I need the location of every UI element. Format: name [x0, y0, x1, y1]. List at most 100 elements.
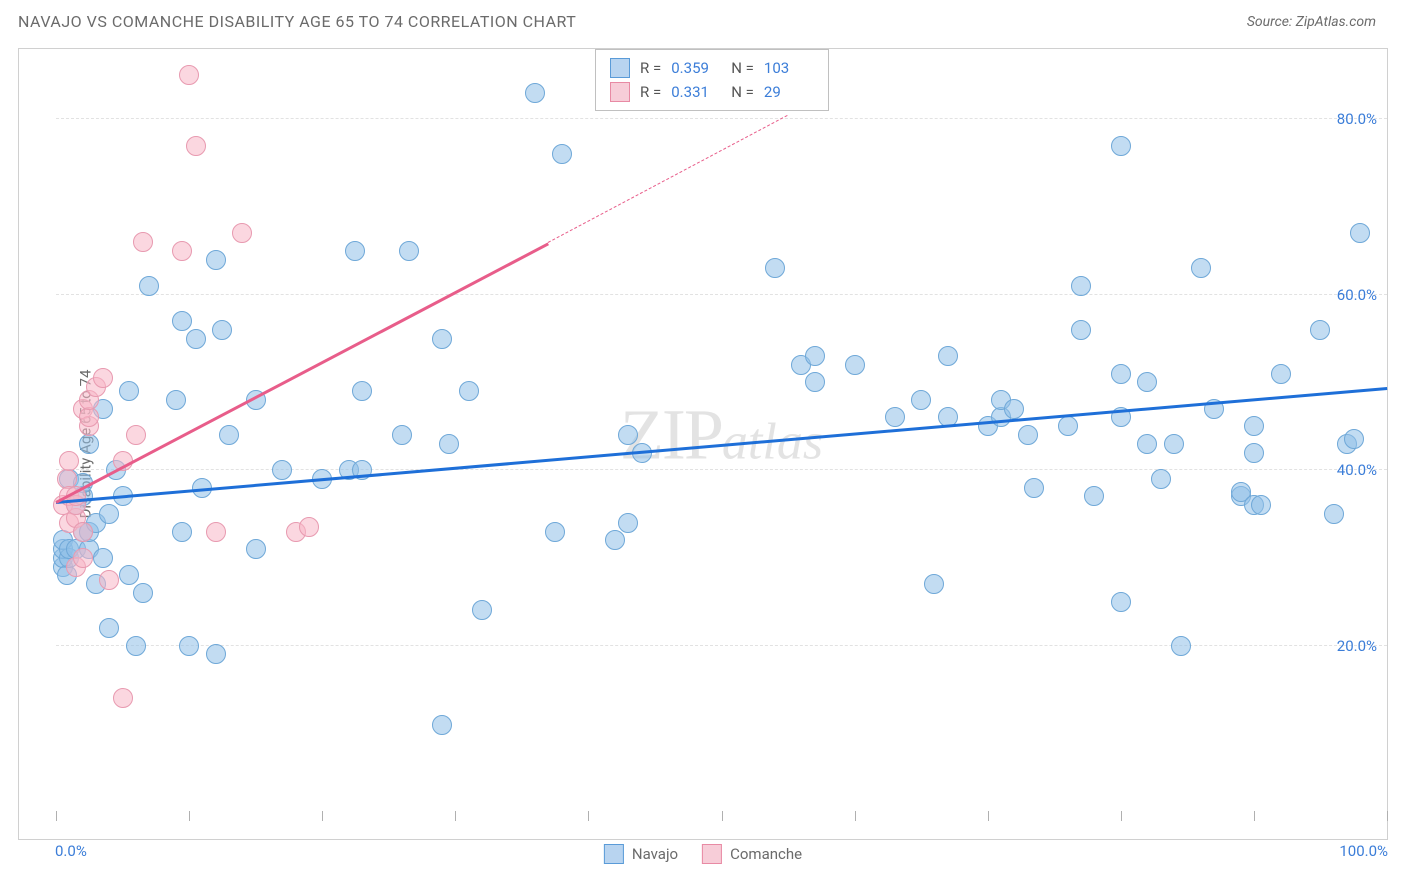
scatter-point: [126, 636, 146, 656]
x-axis-max-label: 100.0%: [1339, 842, 1388, 860]
x-tick: [988, 811, 989, 821]
stats-r-label: R =: [640, 59, 661, 77]
trendline: [55, 242, 549, 503]
scatter-point: [938, 346, 958, 366]
scatter-point: [126, 425, 146, 445]
gridline: [56, 294, 1387, 295]
scatter-point: [79, 434, 99, 454]
scatter-point: [179, 65, 199, 85]
scatter-point: [472, 600, 492, 620]
scatter-point: [139, 276, 159, 296]
scatter-point: [459, 381, 479, 401]
scatter-point: [525, 83, 545, 103]
scatter-point: [186, 136, 206, 156]
scatter-point: [133, 232, 153, 252]
watermark: ZIPatlas: [620, 394, 823, 477]
x-tick: [56, 811, 57, 821]
scatter-point: [1137, 434, 1157, 454]
scatter-point: [119, 381, 139, 401]
scatter-point: [1310, 320, 1330, 340]
x-axis-min-label: 0.0%: [55, 842, 87, 860]
scatter-point: [345, 241, 365, 261]
scatter-point: [119, 565, 139, 585]
scatter-point: [73, 548, 93, 568]
legend-item: Navajo: [604, 844, 678, 864]
stats-n-value: 29: [764, 83, 814, 101]
scatter-point: [1084, 486, 1104, 506]
source-label: Source: ZipAtlas.com: [1247, 14, 1376, 30]
stats-row: R =0.359N =103: [610, 56, 814, 80]
x-tick: [1254, 811, 1255, 821]
scatter-point: [93, 548, 113, 568]
scatter-point: [805, 372, 825, 392]
scatter-point: [232, 223, 252, 243]
y-tick-label: 20.0%: [1337, 637, 1377, 655]
y-tick-label: 60.0%: [1337, 286, 1377, 304]
scatter-point: [166, 390, 186, 410]
scatter-point: [172, 311, 192, 331]
y-tick-label: 40.0%: [1337, 461, 1377, 479]
legend-swatch: [610, 82, 630, 102]
scatter-point: [1344, 429, 1364, 449]
scatter-point: [93, 368, 113, 388]
stats-box: R =0.359N =103R =0.331N =29: [595, 49, 829, 111]
x-tick: [588, 811, 589, 821]
scatter-point: [618, 513, 638, 533]
scatter-point: [1324, 504, 1344, 524]
stats-n-label: N =: [731, 83, 754, 101]
scatter-point: [885, 407, 905, 427]
scatter-point: [1171, 636, 1191, 656]
stats-r-value: 0.331: [671, 83, 721, 101]
trendline-dashed: [548, 115, 788, 243]
scatter-point: [1111, 136, 1131, 156]
legend-bottom: Navajo Comanche: [604, 844, 802, 864]
scatter-point: [1111, 592, 1131, 612]
legend-label: Comanche: [730, 845, 802, 863]
scatter-point: [99, 618, 119, 638]
scatter-point: [1024, 478, 1044, 498]
scatter-point: [1244, 416, 1264, 436]
gridline: [56, 118, 1387, 119]
legend-item: Comanche: [702, 844, 802, 864]
scatter-point: [179, 636, 199, 656]
scatter-point: [1137, 372, 1157, 392]
scatter-point: [392, 425, 412, 445]
scatter-point: [1164, 434, 1184, 454]
legend-label: Navajo: [632, 845, 678, 863]
stats-r-label: R =: [640, 83, 661, 101]
x-tick: [189, 811, 190, 821]
scatter-point: [172, 241, 192, 261]
scatter-point: [73, 522, 93, 542]
scatter-point: [924, 574, 944, 594]
scatter-point: [432, 329, 452, 349]
scatter-point: [911, 390, 931, 410]
scatter-point: [439, 434, 459, 454]
scatter-point: [1350, 223, 1370, 243]
scatter-point: [545, 522, 565, 542]
scatter-point: [59, 451, 79, 471]
scatter-point: [172, 522, 192, 542]
scatter-point: [1058, 416, 1078, 436]
scatter-point: [272, 460, 292, 480]
scatter-point: [212, 320, 232, 340]
scatter-point: [299, 517, 319, 537]
scatter-point: [1271, 364, 1291, 384]
scatter-point: [765, 258, 785, 278]
scatter-point: [99, 570, 119, 590]
scatter-point: [186, 329, 206, 349]
scatter-point: [805, 346, 825, 366]
scatter-point: [206, 522, 226, 542]
scatter-point: [352, 381, 372, 401]
scatter-point: [552, 144, 572, 164]
scatter-point: [1251, 495, 1271, 515]
scatter-point: [133, 583, 153, 603]
stats-n-value: 103: [764, 59, 814, 77]
stats-row: R = 0.331 N = 29: [610, 80, 814, 104]
scatter-point: [206, 250, 226, 270]
legend-swatch: [604, 844, 624, 864]
plot-area: ZIPatlas 20.0%40.0%60.0%80.0%R =0.359N =…: [56, 49, 1387, 821]
chart-container: Disability Age 65 to 74 ZIPatlas 20.0%40…: [18, 48, 1388, 840]
scatter-point: [618, 425, 638, 445]
scatter-point: [113, 688, 133, 708]
x-tick: [1387, 811, 1388, 821]
